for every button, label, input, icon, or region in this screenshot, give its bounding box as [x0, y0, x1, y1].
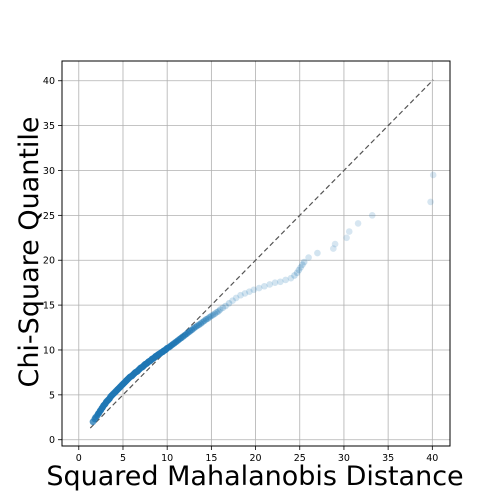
data-point-129: [291, 272, 298, 279]
data-point-137: [330, 245, 337, 252]
data-point-134: [300, 258, 308, 266]
data-point-112: [216, 306, 224, 313]
y-tick-label-0: 0: [49, 435, 55, 446]
x-tick-label-0: 0: [76, 453, 82, 464]
data-point-123: [261, 282, 268, 290]
data-point-114: [222, 302, 229, 310]
data-point-119: [241, 290, 249, 297]
data-point-104: [202, 316, 210, 323]
data-point-126: [277, 278, 284, 286]
data-point-139: [343, 234, 350, 242]
data-point-144: [429, 171, 437, 179]
x-tick-label-2: 10: [161, 453, 173, 464]
data-point-143: [427, 198, 434, 206]
y-tick-label-2: 10: [43, 345, 55, 356]
data-point-142: [368, 212, 376, 219]
reference-diagonal-line: [89, 79, 434, 429]
data-point-130: [293, 269, 301, 277]
data-point-136: [314, 249, 321, 257]
data-point-127: [282, 276, 289, 284]
data-point-106: [206, 313, 213, 321]
data-point-132: [297, 264, 304, 271]
data-point-118: [237, 291, 244, 299]
x-tick-label-3: 15: [205, 453, 217, 464]
data-point-133: [299, 261, 306, 269]
reference-line-layer: [89, 79, 434, 429]
data-point-128: [287, 274, 295, 282]
y-axis-ticks: 0 5 10 15 20 25 30 35 40: [43, 76, 62, 446]
data-point-138: [331, 240, 339, 248]
y-tick-label-5: 25: [43, 211, 55, 222]
data-point-108: [209, 311, 217, 319]
data-point-111: [215, 308, 222, 315]
data-point-107: [208, 312, 215, 320]
data-point-110: [213, 308, 220, 316]
data-point-135: [305, 254, 312, 261]
data-point-131: [295, 266, 303, 274]
plot-area-frame: [61, 60, 451, 447]
data-point-124: [266, 281, 273, 288]
data-point-102: [199, 318, 206, 326]
data-point-140: [345, 228, 353, 235]
data-point-103: [200, 317, 208, 325]
y-tick-label-7: 35: [43, 121, 55, 132]
data-point-122: [255, 284, 263, 292]
data-point-141: [354, 220, 362, 227]
data-point-101: [197, 320, 205, 327]
data-point-120: [246, 288, 253, 295]
data-point-115: [225, 300, 233, 307]
y-tick-label-4: 20: [43, 256, 55, 267]
y-tick-label-3: 15: [43, 301, 55, 312]
x-tick-label-7: 35: [382, 453, 394, 464]
data-point-113: [219, 304, 227, 312]
x-axis-label: Squared Mahalanobis Distance: [46, 461, 463, 492]
data-point-117: [232, 294, 240, 302]
x-tick-label-5: 25: [294, 453, 306, 464]
y-tick-label-6: 30: [43, 166, 55, 177]
data-point-109: [211, 310, 219, 317]
x-tick-label-6: 30: [338, 453, 350, 464]
x-tick-label-4: 20: [250, 453, 262, 464]
data-point-116: [229, 297, 236, 304]
y-tick-label-1: 5: [49, 390, 55, 401]
data-point-125: [271, 279, 279, 286]
data-point-121: [250, 286, 258, 294]
x-axis-ticks: 0 5 10 15 20 25 30 35 40: [76, 446, 438, 464]
y-tick-label-8: 40: [43, 76, 55, 87]
data-points: [89, 171, 437, 426]
x-tick-label-1: 5: [120, 453, 126, 464]
x-tick-label-8: 40: [426, 453, 438, 464]
data-point-105: [204, 315, 212, 322]
y-axis-label: Chi-Square Quantile: [14, 116, 45, 387]
